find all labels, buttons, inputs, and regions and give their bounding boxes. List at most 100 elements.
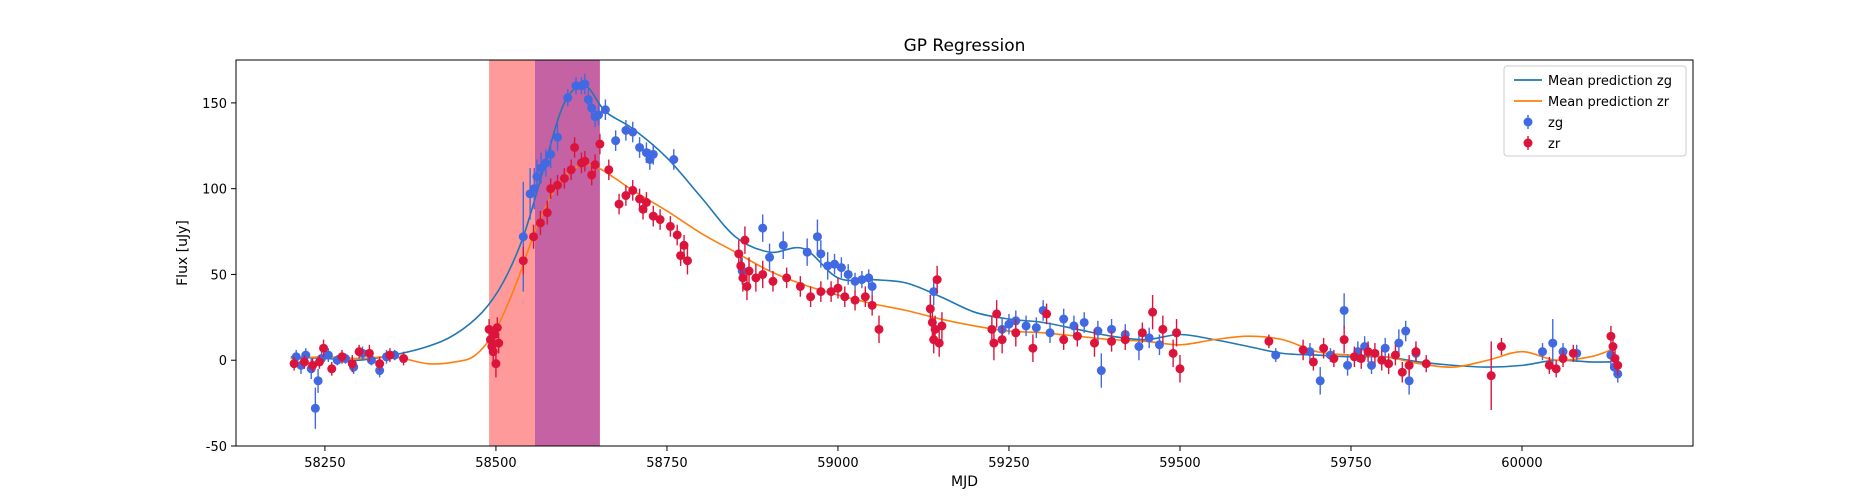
data-point xyxy=(1172,328,1182,338)
data-point xyxy=(934,338,944,348)
data-point xyxy=(587,103,597,113)
data-point xyxy=(648,211,658,221)
data-point xyxy=(738,273,748,283)
data-point xyxy=(1349,352,1359,362)
data-point xyxy=(736,261,746,271)
y-tick-label: -50 xyxy=(206,440,227,455)
data-point xyxy=(778,240,788,250)
data-point xyxy=(655,215,665,225)
legend-box xyxy=(1503,65,1687,157)
data-point xyxy=(1538,347,1548,357)
data-point xyxy=(323,350,333,360)
data-point xyxy=(1486,371,1496,381)
data-point xyxy=(1315,376,1325,386)
data-point xyxy=(518,232,528,242)
data-point xyxy=(1363,347,1373,357)
data-point xyxy=(518,256,528,266)
points-zr xyxy=(289,133,1623,410)
data-point xyxy=(1308,357,1318,367)
data-point xyxy=(385,350,395,360)
data-point xyxy=(546,184,556,194)
data-point xyxy=(1154,340,1164,350)
data-point xyxy=(535,218,545,228)
data-point xyxy=(635,142,645,152)
data-point xyxy=(740,235,750,245)
data-point xyxy=(672,230,682,240)
data-point xyxy=(563,93,573,103)
data-point xyxy=(682,256,692,266)
data-point xyxy=(676,251,686,261)
data-point xyxy=(816,249,826,259)
data-point xyxy=(795,281,805,291)
legend-marker-swatch xyxy=(1523,117,1533,127)
data-point xyxy=(1568,348,1578,358)
data-point xyxy=(1175,364,1185,374)
data-point xyxy=(327,364,337,374)
legend-label: Mean prediction zr xyxy=(1548,95,1670,110)
data-point xyxy=(604,165,614,175)
data-point xyxy=(299,357,309,367)
data-point xyxy=(812,232,822,242)
data-point xyxy=(566,165,576,175)
data-point xyxy=(989,338,999,348)
data-point xyxy=(1021,321,1031,331)
data-point xyxy=(806,292,816,302)
data-point xyxy=(997,335,1007,345)
data-point xyxy=(600,105,610,115)
data-point xyxy=(1394,338,1404,348)
data-point xyxy=(648,149,658,159)
chart-title: GP Regression xyxy=(904,36,1026,56)
y-tick-label: 0 xyxy=(219,354,227,369)
data-point xyxy=(641,197,651,207)
data-point xyxy=(937,321,947,331)
data-point xyxy=(1305,347,1315,357)
data-point xyxy=(628,185,638,195)
data-point xyxy=(641,148,651,158)
data-point xyxy=(1551,364,1561,374)
y-tick-label: 50 xyxy=(210,268,227,283)
data-point xyxy=(1356,354,1366,364)
data-point xyxy=(491,359,501,369)
data-point xyxy=(1093,326,1103,336)
x-tick-label: 58250 xyxy=(304,456,345,471)
data-point xyxy=(559,173,569,183)
data-point xyxy=(782,273,792,283)
x-tick-label: 59250 xyxy=(988,456,1029,471)
data-point xyxy=(1380,343,1390,353)
data-point xyxy=(1059,335,1069,345)
data-point xyxy=(1028,343,1038,353)
x-tick-label: 58750 xyxy=(646,456,687,471)
plot-frame xyxy=(235,59,1694,447)
data-point xyxy=(765,252,775,262)
data-point xyxy=(734,249,744,259)
data-point xyxy=(1107,324,1117,334)
data-point xyxy=(1120,335,1130,345)
shaded-region-1 xyxy=(534,60,600,446)
shaded-regions xyxy=(489,60,600,446)
legend: Mean prediction zg Mean prediction zr zg zr xyxy=(1503,65,1687,157)
data-point xyxy=(1613,360,1623,370)
shaded-region-0 xyxy=(489,60,535,446)
data-point xyxy=(874,324,884,334)
x-tick-label: 59500 xyxy=(1159,456,1200,471)
x-tick-label: 60000 xyxy=(1501,456,1542,471)
data-point xyxy=(308,360,318,370)
data-point xyxy=(570,142,580,152)
data-point xyxy=(1107,336,1117,346)
data-point xyxy=(751,273,761,283)
data-point xyxy=(621,191,631,201)
data-point xyxy=(987,324,997,334)
data-point xyxy=(1059,314,1069,324)
data-point xyxy=(301,350,311,360)
data-point xyxy=(1168,348,1178,358)
data-point xyxy=(1608,341,1618,351)
data-point xyxy=(1089,338,1099,348)
data-point xyxy=(744,266,754,276)
legend-label: zg xyxy=(1548,116,1563,131)
data-point xyxy=(594,110,604,120)
data-point xyxy=(1079,317,1089,327)
data-point xyxy=(1072,331,1082,341)
data-point xyxy=(929,287,939,297)
data-point xyxy=(669,155,679,165)
data-point xyxy=(313,376,323,386)
